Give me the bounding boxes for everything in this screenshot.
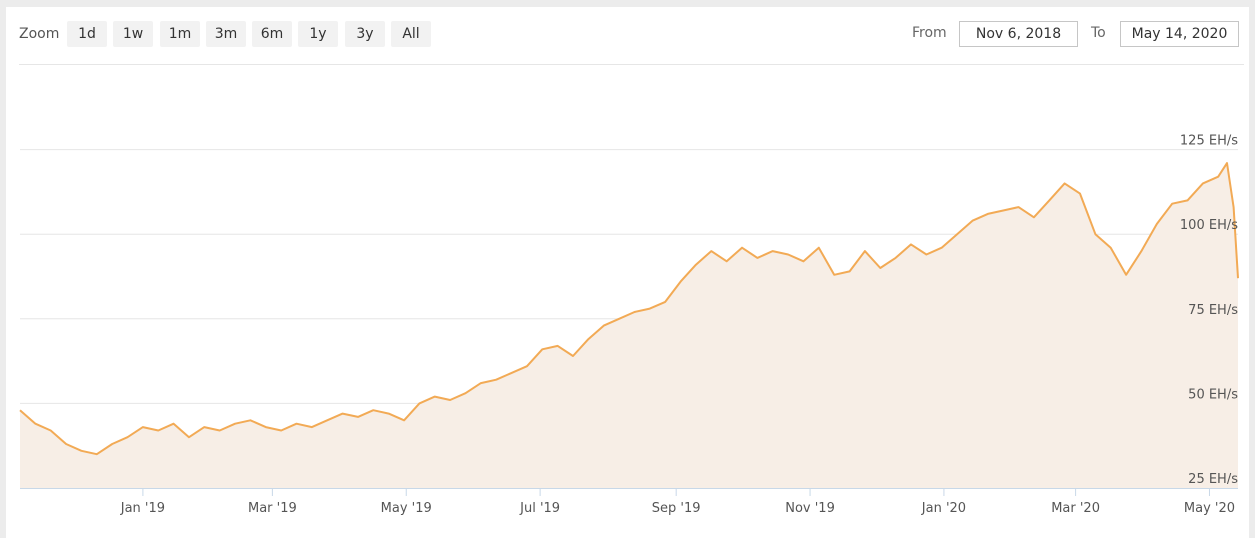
y-tick-label: 125 EH/s (1180, 134, 1238, 149)
x-tick-label: Jul '19 (519, 501, 560, 516)
zoom-button-1y[interactable]: 1y (298, 21, 338, 47)
zoom-button-all[interactable]: All (391, 21, 431, 47)
zoom-button-1m[interactable]: 1m (160, 21, 200, 47)
hashrate-area-fill (20, 163, 1238, 488)
zoom-button-3y[interactable]: 3y (345, 21, 385, 47)
x-tick-label: Mar '20 (1051, 501, 1100, 516)
range-selector: Zoom 1d 1w 1m 3m 6m 1y 3y All From Nov 6… (6, 7, 1249, 63)
y-tick-label: 75 EH/s (1188, 303, 1238, 318)
x-tick-label: Nov '19 (785, 501, 835, 516)
y-tick-label: 100 EH/s (1180, 218, 1238, 233)
to-date-input[interactable]: May 14, 2020 (1120, 21, 1239, 47)
x-axis: Jan '19 Mar '19 May '19 Jul '19 Sep '19 Nov '… (20, 488, 1238, 516)
zoom-label: Zoom (19, 26, 60, 42)
hashrate-chart[interactable]: Jan '19 Mar '19 May '19 Jul '19 Sep '19 Nov '… (6, 7, 1249, 538)
from-label: From (912, 25, 947, 41)
y-tick-label: 50 EH/s (1188, 387, 1238, 402)
x-tick-label: Mar '19 (248, 501, 297, 516)
y-axis-labels: 25 EH/s 50 EH/s 75 EH/s 100 EH/s 125 EH/s (1180, 134, 1238, 487)
x-tick-label: Jan '20 (921, 501, 966, 516)
x-tick-label: Jan '19 (120, 501, 165, 516)
zoom-button-1d[interactable]: 1d (67, 21, 107, 47)
hashrate-line[interactable] (19, 162, 1239, 456)
zoom-button-6m[interactable]: 6m (252, 21, 292, 47)
x-tick-label: May '20 (1184, 501, 1235, 516)
to-label: To (1091, 25, 1106, 41)
zoom-button-1w[interactable]: 1w (113, 21, 153, 47)
y-tick-label: 25 EH/s (1188, 472, 1238, 487)
x-tick-label: May '19 (381, 501, 432, 516)
x-tick-label: Sep '19 (652, 501, 701, 516)
from-date-input[interactable]: Nov 6, 2018 (959, 21, 1078, 47)
zoom-button-3m[interactable]: 3m (206, 21, 246, 47)
toolbar-divider (19, 64, 1244, 65)
chart-card: Zoom 1d 1w 1m 3m 6m 1y 3y All From Nov 6… (6, 7, 1249, 538)
